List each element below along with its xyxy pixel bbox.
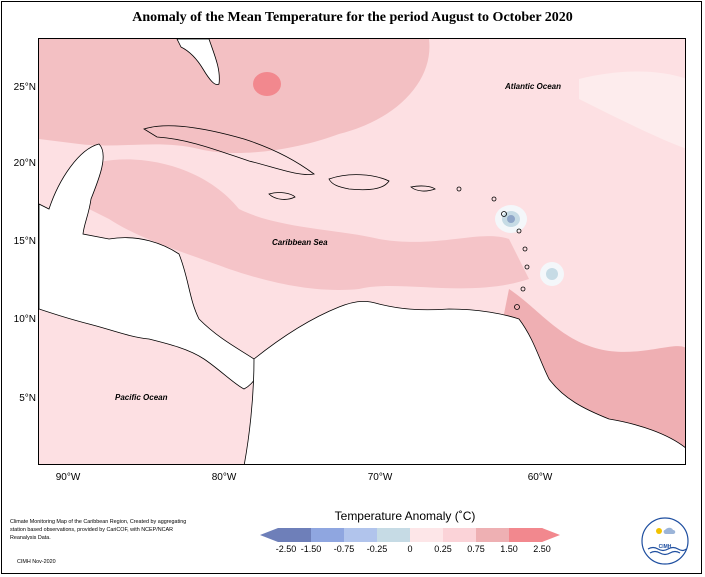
label-atlantic-ocean: Atlantic Ocean bbox=[505, 82, 562, 91]
cloud-icon bbox=[663, 527, 676, 534]
colorbar-segment bbox=[410, 528, 444, 542]
land-florida bbox=[176, 39, 220, 86]
colorbar bbox=[260, 528, 560, 542]
colorbar-tick-label: 0.25 bbox=[434, 544, 452, 554]
land-lesser-antilles bbox=[456, 186, 530, 310]
credit-date: CIMH Nov-2020 bbox=[17, 559, 56, 565]
colorbar-segment bbox=[476, 528, 510, 542]
anomaly-fill-atlantic-pale bbox=[579, 71, 685, 149]
label-caribbean-sea: Caribbean Sea bbox=[272, 238, 328, 247]
land-central-america bbox=[39, 143, 259, 390]
lat-label-15n: 15°N bbox=[13, 236, 36, 247]
colorbar-segment bbox=[377, 528, 411, 542]
anomaly-fill-caribbean bbox=[79, 159, 529, 290]
lon-label-70w: 70°W bbox=[367, 472, 393, 483]
lon-label-80w: 80°W bbox=[211, 472, 237, 483]
colorbar-arrow-right bbox=[542, 528, 560, 542]
land-cuba bbox=[143, 125, 315, 175]
legend-title: Temperature Anomaly (˚C) bbox=[334, 509, 476, 523]
map-title: Anomaly of the Mean Temperature for the … bbox=[132, 10, 573, 25]
colorbar-tick-label: 0 bbox=[407, 544, 413, 554]
colorbar-tick-label: 1.50 bbox=[500, 544, 518, 554]
anomaly-map bbox=[39, 39, 685, 464]
label-pacific-ocean: Pacific Ocean bbox=[115, 393, 168, 402]
land-jamaica bbox=[268, 192, 296, 200]
colorbar-segment bbox=[443, 528, 477, 542]
land-puerto-rico bbox=[410, 185, 436, 192]
land-hispaniola bbox=[328, 174, 390, 191]
logo-text: CIMH bbox=[658, 544, 672, 550]
lat-label-5n: 5°N bbox=[19, 393, 36, 404]
colorbar-segment bbox=[278, 528, 312, 542]
land-south-america bbox=[243, 300, 685, 464]
colorbar-tick-label: -0.25 bbox=[366, 544, 388, 554]
credit-text: Climate Monitoring Map of the Caribbean … bbox=[10, 519, 187, 541]
colorbar-tick-label: -2.50 bbox=[275, 544, 297, 554]
anomaly-fill-north bbox=[39, 39, 430, 154]
lat-label-25n: 25°N bbox=[13, 82, 36, 93]
colorbar-tick-label: 0.75 bbox=[467, 544, 485, 554]
lon-label-90w: 90°W bbox=[55, 472, 81, 483]
lat-label-20n: 20°N bbox=[13, 158, 36, 169]
colorbar-segment bbox=[344, 528, 378, 542]
colorbar-tick-label: -1.50 bbox=[300, 544, 322, 554]
map-panel bbox=[38, 38, 686, 465]
colorbar-arrow-left bbox=[260, 528, 278, 542]
colorbar-tick-label: -0.75 bbox=[333, 544, 355, 554]
lat-label-10n: 10°N bbox=[13, 314, 36, 325]
cimh-logo bbox=[641, 517, 689, 565]
colorbar-segment bbox=[311, 528, 345, 542]
colorbar-tick-label: 2.50 bbox=[533, 544, 551, 554]
sun-icon bbox=[656, 528, 662, 534]
anomaly-spot-bahamas bbox=[253, 72, 281, 96]
colorbar-segment bbox=[509, 528, 543, 542]
lon-label-60w: 60°W bbox=[527, 472, 553, 483]
wave-icon bbox=[647, 546, 687, 552]
